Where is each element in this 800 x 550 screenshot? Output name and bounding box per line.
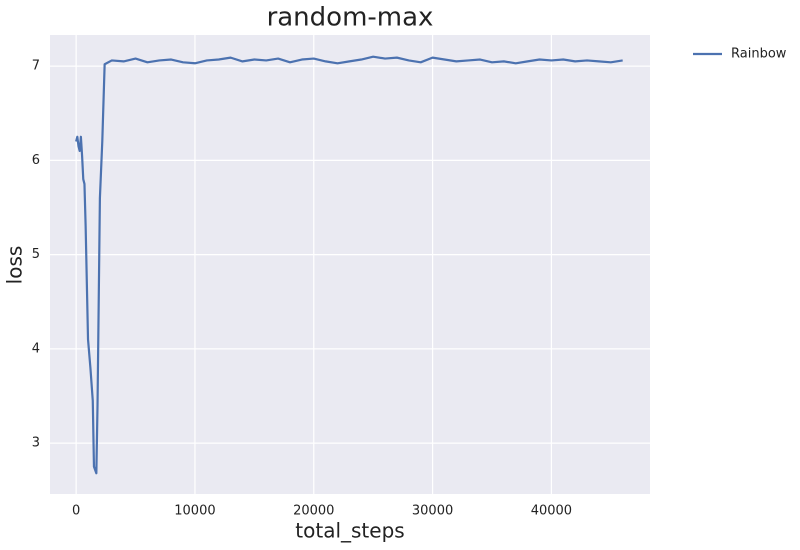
y-tick-label: 4 bbox=[32, 341, 40, 356]
x-axis-label: total_steps bbox=[295, 519, 404, 543]
grid bbox=[50, 35, 650, 494]
y-tick-label: 5 bbox=[32, 247, 40, 262]
y-tick-label: 3 bbox=[32, 436, 40, 451]
y-tick-label: 7 bbox=[32, 59, 40, 74]
x-tick-label: 10000 bbox=[174, 504, 215, 519]
x-tick-label: 0 bbox=[72, 504, 80, 519]
x-tick-label: 40000 bbox=[531, 504, 572, 519]
line-series bbox=[75, 55, 623, 475]
legend-label: Rainbow bbox=[731, 47, 787, 62]
plot-background bbox=[50, 35, 650, 494]
x-tick-label: 20000 bbox=[293, 504, 334, 519]
y-tick-label: 6 bbox=[32, 153, 40, 168]
chart-title: random-max bbox=[267, 3, 434, 33]
x-tick-label: 30000 bbox=[412, 504, 453, 519]
y-axis-label: loss bbox=[3, 246, 27, 285]
